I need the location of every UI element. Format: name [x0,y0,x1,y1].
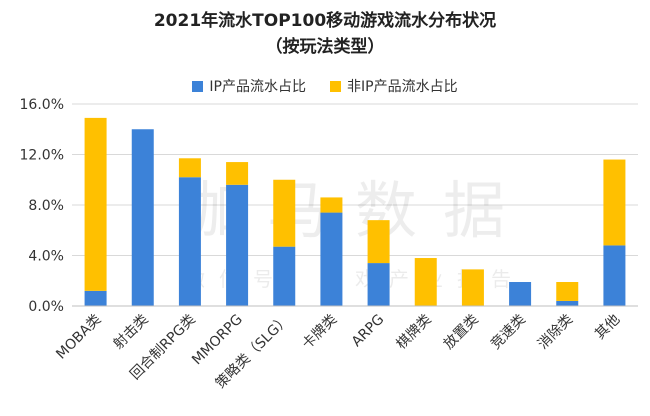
x-tick-label: ARPG [349,312,388,351]
legend-item-ip: IP产品流水占比 [192,76,306,96]
y-tick-label: 16.0% [20,97,64,113]
y-tick-label: 0.0% [28,299,64,315]
x-tick-label: 射击类 [111,312,152,353]
legend: IP产品流水占比 非IP产品流水占比 [0,76,650,96]
x-tick-label: 消除类 [535,312,576,353]
chart-subtitle: （按玩法类型） [265,37,385,57]
x-tick-label: 棋牌类 [393,311,435,353]
x-tick-label: 卡牌类 [299,311,341,353]
bar-ip [320,212,343,306]
x-tick-label: 其他 [592,312,623,343]
bar-ip [603,245,626,306]
x-tick-label: 放置类 [441,312,482,353]
bar-ip [367,263,390,306]
bar-non-ip [367,220,390,264]
bar-non-ip [178,158,201,178]
y-tick-label: 4.0% [28,249,64,265]
bar-ip [509,282,532,306]
bar-non-ip [226,162,249,185]
legend-item-non-ip: 非IP产品流水占比 [330,76,458,96]
legend-swatch-non-ip [330,80,341,92]
bar-ip [131,129,154,306]
legend-label-non-ip: 非IP产品流水占比 [347,79,458,95]
legend-swatch-ip [192,80,204,92]
bar-ip [84,290,107,306]
chart-title: 2021年流水TOP100移动游戏流水分布状况 [153,11,497,31]
bar-non-ip [461,269,484,306]
bar-non-ip [84,117,107,291]
y-tick-label: 8.0% [28,198,64,214]
bar-ip [178,177,201,306]
bar-non-ip [414,258,437,306]
x-tick-label: MOBA类 [53,312,104,363]
x-tick-label: 竞速类 [487,311,529,353]
bar-non-ip [320,197,343,213]
bar-non-ip [273,179,296,247]
bar-ip [273,246,296,306]
bar-ip [226,184,249,306]
bar-non-ip [556,282,579,301]
y-tick-label: 12.0% [20,148,64,164]
legend-label-ip: IP产品流水占比 [209,79,306,95]
bar-ip [556,300,579,306]
bar-non-ip [603,159,626,246]
